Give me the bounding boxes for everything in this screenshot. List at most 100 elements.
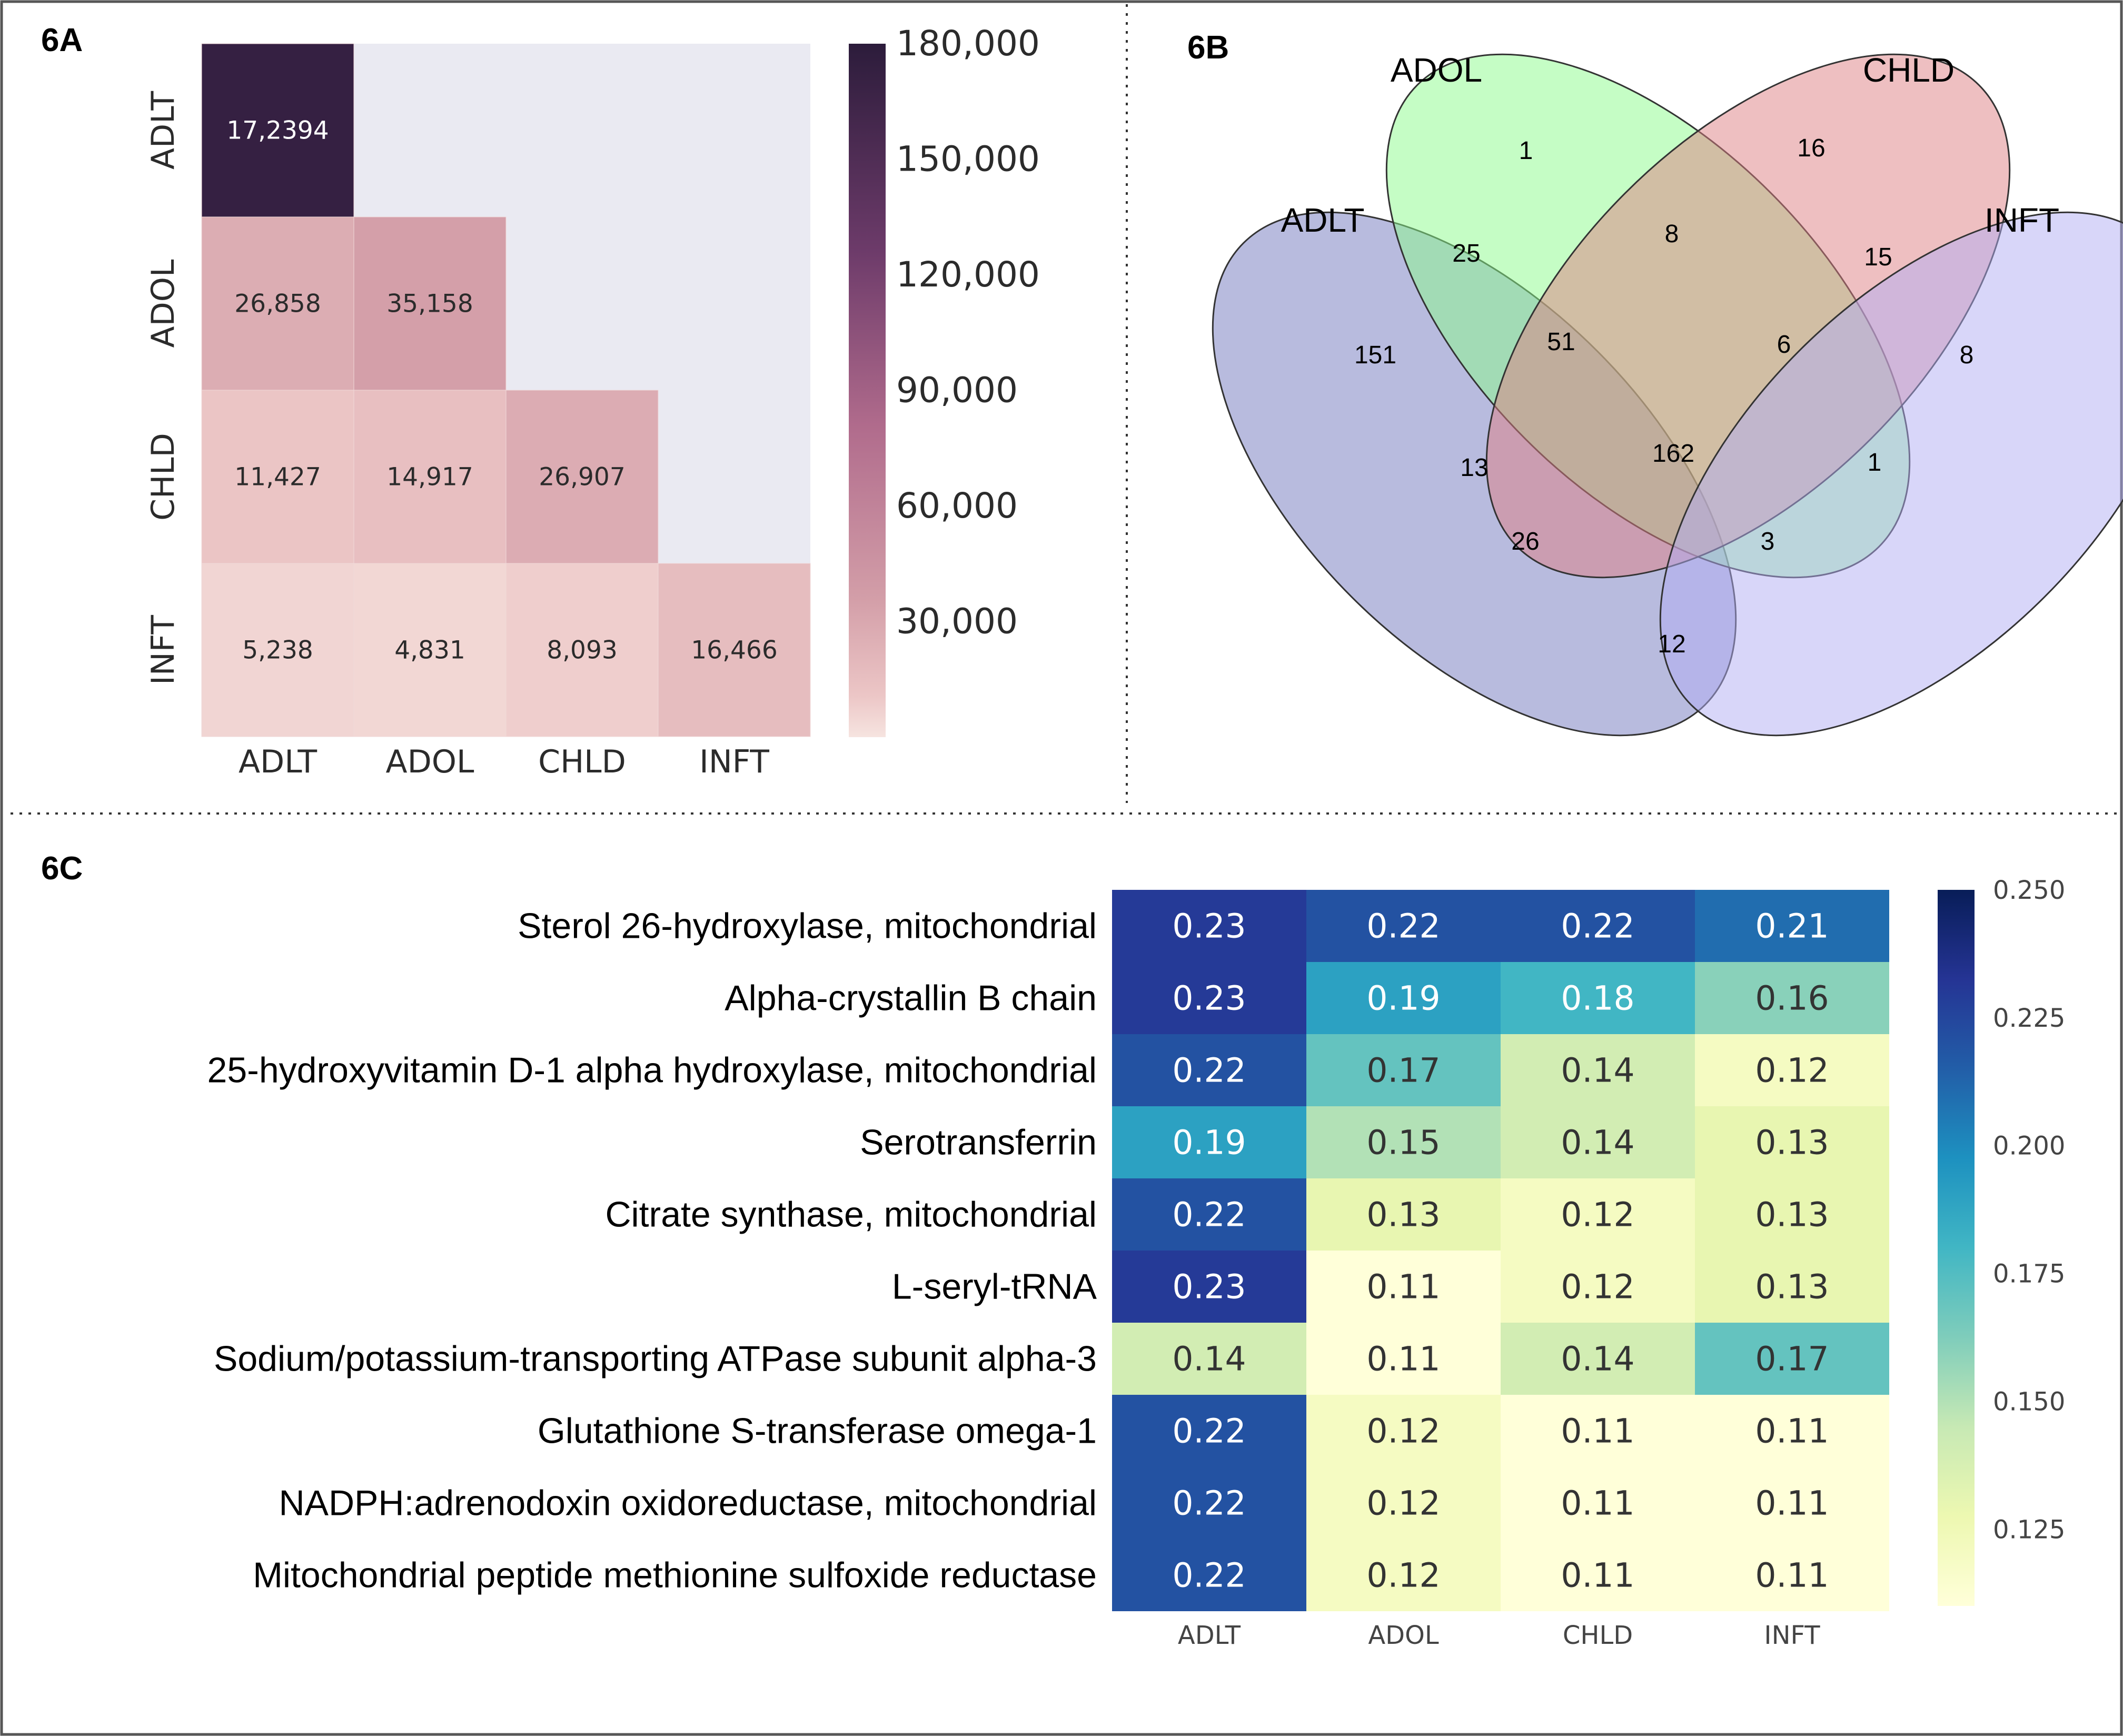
heatmap-6c-cell-label: 0.22: [1172, 1196, 1246, 1234]
heatmap-6a-row-label: CHLD: [145, 433, 182, 521]
heatmap-6c-cell-label: 0.12: [1366, 1484, 1440, 1523]
heatmap-6c-cell: [1112, 1467, 1306, 1539]
heatmap-6a-col-label: ADOL: [386, 743, 474, 780]
heatmap-6c-cell-label: 0.22: [1172, 1556, 1246, 1595]
heatmap-6c-cell: [1501, 1323, 1695, 1395]
colorbar-6a: [849, 44, 886, 737]
heatmap-6c-cell: [1112, 1251, 1306, 1323]
heatmap-6a-cell-label: 35,158: [386, 290, 473, 319]
heatmap-6c-cell-label: 0.12: [1561, 1268, 1634, 1306]
heatmap-6c-cell: [1695, 890, 1889, 962]
heatmap-6a-cell-label: 8,093: [547, 636, 618, 665]
colorbar-6a-tick-label: 150,000: [896, 139, 1040, 180]
venn-set-label: INFT: [1985, 201, 2059, 239]
colorbar-6a-tick-label: 180,000: [896, 23, 1040, 64]
heatmap-6c-cell-label: 0.11: [1755, 1412, 1829, 1451]
heatmap-6a-cell: [201, 563, 354, 737]
venn-region-count: 26: [1511, 528, 1539, 555]
heatmap-6c-cell-label: 0.15: [1366, 1124, 1440, 1162]
heatmap-6c-cell-label: 0.11: [1561, 1556, 1634, 1595]
heatmap-6a-cell-label: 5,238: [242, 636, 313, 665]
heatmap-6c-cell: [1112, 962, 1306, 1034]
venn-6b: ADLT ADOL CHLD INFT 1 16 25 8 15 151 51 6 8 13 162 1 26 3…: [1212, 51, 2123, 737]
heatmap-6a-cell: [201, 390, 354, 564]
heatmap-6c-row-label: Glutathione S-transferase omega-1: [538, 1411, 1097, 1451]
heatmap-6c-cell-label: 0.11: [1561, 1484, 1634, 1523]
heatmap-6c-cell: [1695, 962, 1889, 1034]
heatmap-6c-cell: [1112, 1395, 1306, 1467]
heatmap-6a-cell-label: 4,831: [394, 636, 465, 665]
heatmap-6c-cell: [1306, 1034, 1501, 1106]
heatmap-6c-cell-label: 0.11: [1755, 1556, 1829, 1595]
heatmap-6a-col-label: CHLD: [538, 743, 626, 780]
venn-region-count: 162: [1652, 440, 1694, 468]
heatmap-6c-cell-label: 0.19: [1366, 979, 1440, 1018]
heatmap-6c-cell: [1306, 1178, 1501, 1251]
heatmap-6c-cell: [1501, 1034, 1695, 1106]
heatmap-6c-row-label: NADPH:adrenodoxin oxidoreductase, mitoch…: [279, 1483, 1097, 1523]
heatmap-6a-cell-label: 11,427: [234, 463, 321, 492]
heatmap-6c-cell: [1501, 1178, 1695, 1251]
heatmap-6c-cell-label: 0.13: [1755, 1268, 1829, 1306]
colorbar-6a-tick-label: 90,000: [896, 370, 1018, 411]
heatmap-6c-cell: [1306, 1323, 1501, 1395]
venn-region-count: 25: [1452, 240, 1480, 267]
heatmap-6a: 17,2394 26,858 35,158 11,427 14,917 26,907 5,2…: [145, 23, 1040, 780]
venn-set-label: ADOL: [1391, 51, 1482, 89]
panel-label-6b: 6B: [1187, 29, 1229, 66]
venn-region-count: 13: [1460, 454, 1488, 482]
heatmap-6c-col-label: ADLT: [1178, 1621, 1241, 1650]
venn-region-count: 1: [1868, 449, 1882, 477]
heatmap-6c-cell-label: 0.11: [1366, 1268, 1440, 1306]
venn-region-count: 8: [1960, 341, 1974, 369]
heatmap-6c-cell-label: 0.11: [1755, 1484, 1829, 1523]
heatmap-6c-cell: [1695, 1034, 1889, 1106]
heatmap-6a-cell: [353, 390, 507, 564]
venn-set-label: CHLD: [1863, 51, 1955, 89]
heatmap-6a-cell-label: 17,2394: [226, 116, 329, 145]
colorbar-6c-tick-label: 0.225: [1993, 1004, 2065, 1033]
heatmap-6a-cell: [201, 216, 354, 391]
venn-region-count: 3: [1761, 528, 1775, 555]
heatmap-6c-cell: [1112, 1323, 1306, 1395]
colorbar-6a-tick-label: 60,000: [896, 485, 1018, 526]
heatmap-6a-cell: [505, 390, 659, 564]
heatmap-6c-cell-label: 0.23: [1172, 1268, 1246, 1306]
heatmap-6c-cell: [1695, 1106, 1889, 1178]
heatmap-6c-cell: [1306, 1106, 1501, 1178]
heatmap-6c-cell-label: 0.14: [1561, 1124, 1634, 1162]
heatmap-6c-cell-label: 0.12: [1366, 1556, 1440, 1595]
heatmap-6a-cell-label: 14,917: [386, 463, 473, 492]
heatmap-6c-cell: [1306, 1467, 1501, 1539]
colorbar-6c: [1938, 890, 1975, 1606]
heatmap-6c-cell-label: 0.23: [1172, 907, 1246, 946]
heatmap-6c-cell-label: 0.14: [1561, 1340, 1634, 1378]
heatmap-6c-cell-label: 0.22: [1172, 1051, 1246, 1090]
heatmap-6c-col-label: CHLD: [1563, 1621, 1633, 1650]
venn-region-count: 6: [1777, 331, 1791, 359]
heatmap-6c-row-label: Citrate synthase, mitochondrial: [605, 1195, 1097, 1235]
heatmap-6c-cell: [1306, 1395, 1501, 1467]
heatmap-6c-cell-label: 0.12: [1366, 1412, 1440, 1451]
heatmap-6c-row-label: L-seryl-tRNA: [892, 1267, 1097, 1307]
heatmap-6c-cell-label: 0.21: [1755, 907, 1829, 946]
heatmap-6c-cell-label: 0.12: [1755, 1051, 1829, 1090]
heatmap-6c-col-label: ADOL: [1368, 1621, 1439, 1650]
heatmap-6c-cell: [1695, 1251, 1889, 1323]
heatmap-6c-cell: [1695, 1539, 1889, 1611]
heatmap-6c-cell: [1695, 1395, 1889, 1467]
venn-region-count: 151: [1354, 341, 1396, 369]
heatmap-6c-cell: [1306, 1251, 1501, 1323]
heatmap-6a-row-label: ADLT: [145, 91, 182, 170]
venn-set-inft: [1659, 211, 2123, 737]
colorbar-6a-tick-label: 120,000: [896, 254, 1040, 295]
heatmap-6a-row-label: INFT: [145, 615, 182, 685]
heatmap-6c-row-label: Serotransferrin: [860, 1123, 1097, 1163]
heatmap-6a-cell: [353, 563, 507, 737]
venn-region-count: 16: [1797, 134, 1825, 162]
heatmap-6c-cell: [1695, 1178, 1889, 1251]
heatmap-6c-row-label: Sterol 26-hydroxylase, mitochondrial: [518, 906, 1097, 946]
heatmap-6c-cell-label: 0.14: [1172, 1340, 1246, 1378]
heatmap-6c-cell: [1695, 1323, 1889, 1395]
heatmap-6c-cell-label: 0.14: [1561, 1051, 1634, 1090]
